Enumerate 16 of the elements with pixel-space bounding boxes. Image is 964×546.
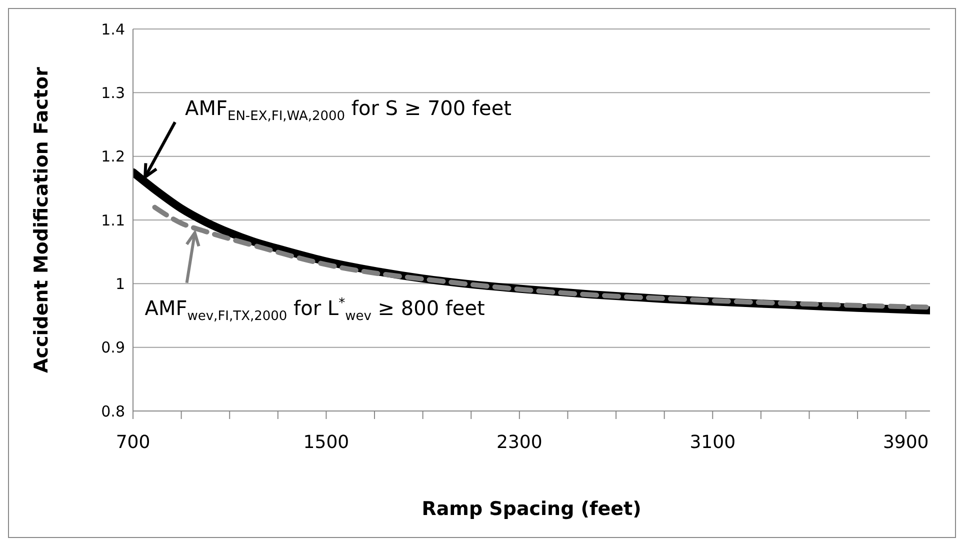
y-tick-label: 1.3: [101, 84, 125, 102]
x-axis-title: Ramp Spacing (feet): [422, 498, 642, 520]
y-tick-label: 0.8: [101, 402, 125, 420]
x-tick-label: 3100: [690, 432, 736, 453]
annotation: AMF$_{wev,FI,TX,2000}$ for L$^{*}$$_{wev}$ ≥ 800 feet: [144, 296, 486, 324]
y-tick-label: 1.2: [101, 148, 125, 166]
annotation: AMF$_{EN-EX,FI,WA,2000}$ for S ≥ 700 feet: [185, 96, 512, 124]
y-tick-label: 0.9: [101, 338, 125, 357]
y-axis-title: Accident Modification Factor: [30, 66, 53, 373]
x-tick-label: 700: [116, 432, 150, 453]
y-tick-label: 1.4: [101, 20, 125, 38]
y-tick-label: 1.1: [101, 211, 125, 230]
x-tick-label: 2300: [496, 432, 542, 453]
x-tick-label: 3900: [882, 432, 929, 453]
x-tick-label: 1500: [303, 432, 350, 453]
y-tick-label: 1: [115, 274, 125, 293]
